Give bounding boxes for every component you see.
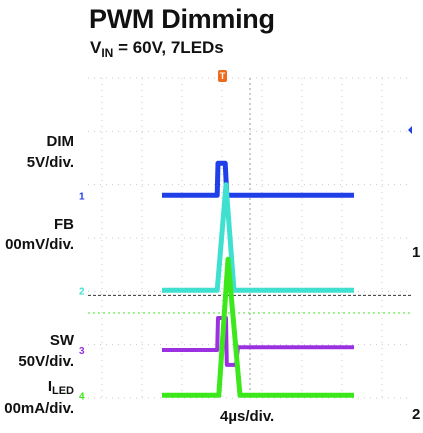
chart-subtitle: VIN = 60V, 7LEDs	[90, 38, 224, 60]
dim-level-arrow	[408, 126, 412, 134]
trigger-marker	[218, 70, 227, 82]
sw-scale: 50V/div.	[18, 353, 74, 370]
channel-marker-4: 4	[79, 391, 85, 402]
chart-title: PWM Dimming	[89, 4, 275, 34]
iled-name-subscript: LED	[52, 385, 74, 397]
fb-name: FB	[54, 216, 74, 233]
channel-marker-2: 2	[79, 286, 85, 297]
channel-marker-1: 1	[79, 191, 85, 202]
trace-fb	[162, 182, 354, 293]
right-edge-label-1: 1	[412, 244, 421, 261]
channel-label-iled: ILED	[48, 378, 74, 400]
trace-iled	[162, 256, 354, 398]
timebase-label: 4µs/div.	[220, 408, 275, 425]
channel-label-dim: DIM	[47, 133, 75, 151]
channel-marker-3: 3	[79, 346, 85, 357]
channel-scale-sw: 50V/div.	[18, 353, 74, 371]
trace-dim	[162, 160, 354, 198]
channel-scale-dim: 5V/div.	[27, 154, 74, 172]
channel-markers: T 1 2 3 4	[79, 70, 412, 402]
subtitle-subscript: IN	[101, 46, 114, 60]
channel-scale-fb: 00mV/div.	[5, 236, 74, 254]
dim-name: DIM	[46, 133, 75, 150]
channel-label-sw: SW	[50, 332, 74, 350]
dim-scale: 5V/div.	[26, 154, 74, 171]
trace-sw	[162, 316, 354, 367]
channel-label-fb: FB	[54, 216, 74, 234]
iled-scale: 00mA/div.	[4, 400, 74, 417]
subtitle-prefix: V	[90, 38, 102, 57]
trigger-marker-label: T	[220, 71, 226, 81]
fb-scale: 00mV/div.	[5, 236, 74, 253]
channel-scale-iled: 00mA/div.	[4, 400, 74, 418]
sw-name: SW	[49, 332, 74, 349]
scope-traces	[162, 160, 354, 398]
iled-name: I	[47, 378, 52, 395]
right-edge-label-2: 2	[412, 406, 421, 423]
scope-grid	[88, 77, 412, 399]
subtitle-suffix: = 60V, 7LEDs	[113, 38, 224, 57]
